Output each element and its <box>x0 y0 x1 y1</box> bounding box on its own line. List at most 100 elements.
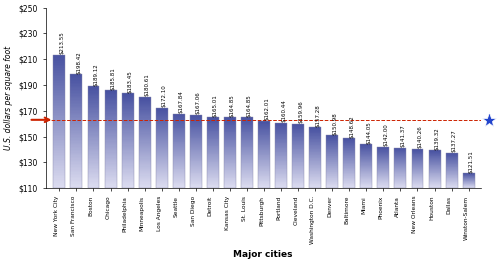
Bar <box>446 185 458 186</box>
Bar <box>88 115 100 117</box>
Bar <box>54 108 66 110</box>
Bar <box>156 170 168 171</box>
Bar <box>258 134 270 135</box>
Bar <box>138 151 150 152</box>
Bar <box>258 129 270 130</box>
Bar <box>173 178 184 179</box>
Bar <box>207 179 219 180</box>
Bar <box>122 186 134 187</box>
Bar <box>190 145 202 146</box>
Bar <box>446 165 458 166</box>
Bar <box>275 139 287 140</box>
Bar <box>241 154 253 155</box>
Bar <box>241 174 253 175</box>
Bar <box>122 102 134 103</box>
Bar <box>275 142 287 143</box>
Bar <box>378 163 390 164</box>
Bar <box>70 121 83 123</box>
Bar <box>88 160 100 161</box>
Bar <box>344 184 355 185</box>
Bar <box>275 186 287 187</box>
Bar <box>122 108 134 109</box>
Bar <box>258 161 270 162</box>
Bar <box>190 124 202 125</box>
Bar <box>360 178 372 179</box>
Bar <box>70 111 83 113</box>
Bar <box>156 108 168 188</box>
Bar <box>156 164 168 165</box>
Bar <box>224 120 236 121</box>
Bar <box>190 135 202 136</box>
Bar <box>258 121 270 188</box>
Bar <box>156 133 168 134</box>
Bar <box>326 160 338 161</box>
Bar <box>190 168 202 169</box>
Bar <box>138 166 150 168</box>
Bar <box>190 134 202 135</box>
Bar <box>104 90 117 92</box>
Bar <box>104 155 117 156</box>
Bar <box>224 173 236 174</box>
Bar <box>88 95 100 96</box>
Bar <box>378 187 390 188</box>
Bar <box>138 169 150 170</box>
Bar <box>428 154 440 155</box>
Bar <box>326 141 338 142</box>
Bar <box>446 162 458 163</box>
Bar <box>241 177 253 178</box>
Bar <box>446 156 458 157</box>
Bar <box>138 111 150 112</box>
Bar <box>156 187 168 188</box>
Bar <box>309 171 321 172</box>
Bar <box>394 185 406 186</box>
Bar <box>326 150 338 151</box>
Bar <box>54 168 66 170</box>
Bar <box>275 176 287 177</box>
Bar <box>173 149 184 150</box>
Bar <box>88 146 100 147</box>
Bar <box>344 138 355 139</box>
Bar <box>394 170 406 171</box>
Bar <box>412 179 424 180</box>
Bar <box>224 131 236 132</box>
Bar <box>156 172 168 173</box>
Bar <box>292 134 304 135</box>
Bar <box>241 180 253 181</box>
Bar <box>156 181 168 182</box>
Bar <box>258 141 270 142</box>
Bar <box>258 162 270 163</box>
Bar <box>88 132 100 133</box>
Bar <box>138 105 150 106</box>
Bar <box>224 126 236 127</box>
Bar <box>54 130 66 132</box>
Bar <box>70 131 83 133</box>
Bar <box>156 135 168 136</box>
Bar <box>173 134 184 135</box>
Bar <box>412 165 424 166</box>
Bar <box>378 173 390 174</box>
Bar <box>275 132 287 133</box>
Bar <box>344 171 355 172</box>
Bar <box>173 130 184 131</box>
Bar <box>88 180 100 182</box>
Bar <box>326 147 338 148</box>
Bar <box>309 183 321 184</box>
Bar <box>275 159 287 160</box>
Bar <box>360 165 372 166</box>
Bar <box>428 150 440 151</box>
Text: $167.06: $167.06 <box>196 91 201 114</box>
Bar <box>258 181 270 182</box>
Bar <box>258 176 270 177</box>
Bar <box>88 137 100 138</box>
Bar <box>104 180 117 181</box>
Bar <box>122 183 134 185</box>
Bar <box>104 112 117 114</box>
Bar <box>190 119 202 120</box>
Bar <box>138 110 150 111</box>
Bar <box>309 177 321 178</box>
Bar <box>173 144 184 145</box>
Bar <box>54 178 66 180</box>
Bar <box>122 123 134 124</box>
Bar <box>326 157 338 158</box>
Bar <box>88 113 100 114</box>
